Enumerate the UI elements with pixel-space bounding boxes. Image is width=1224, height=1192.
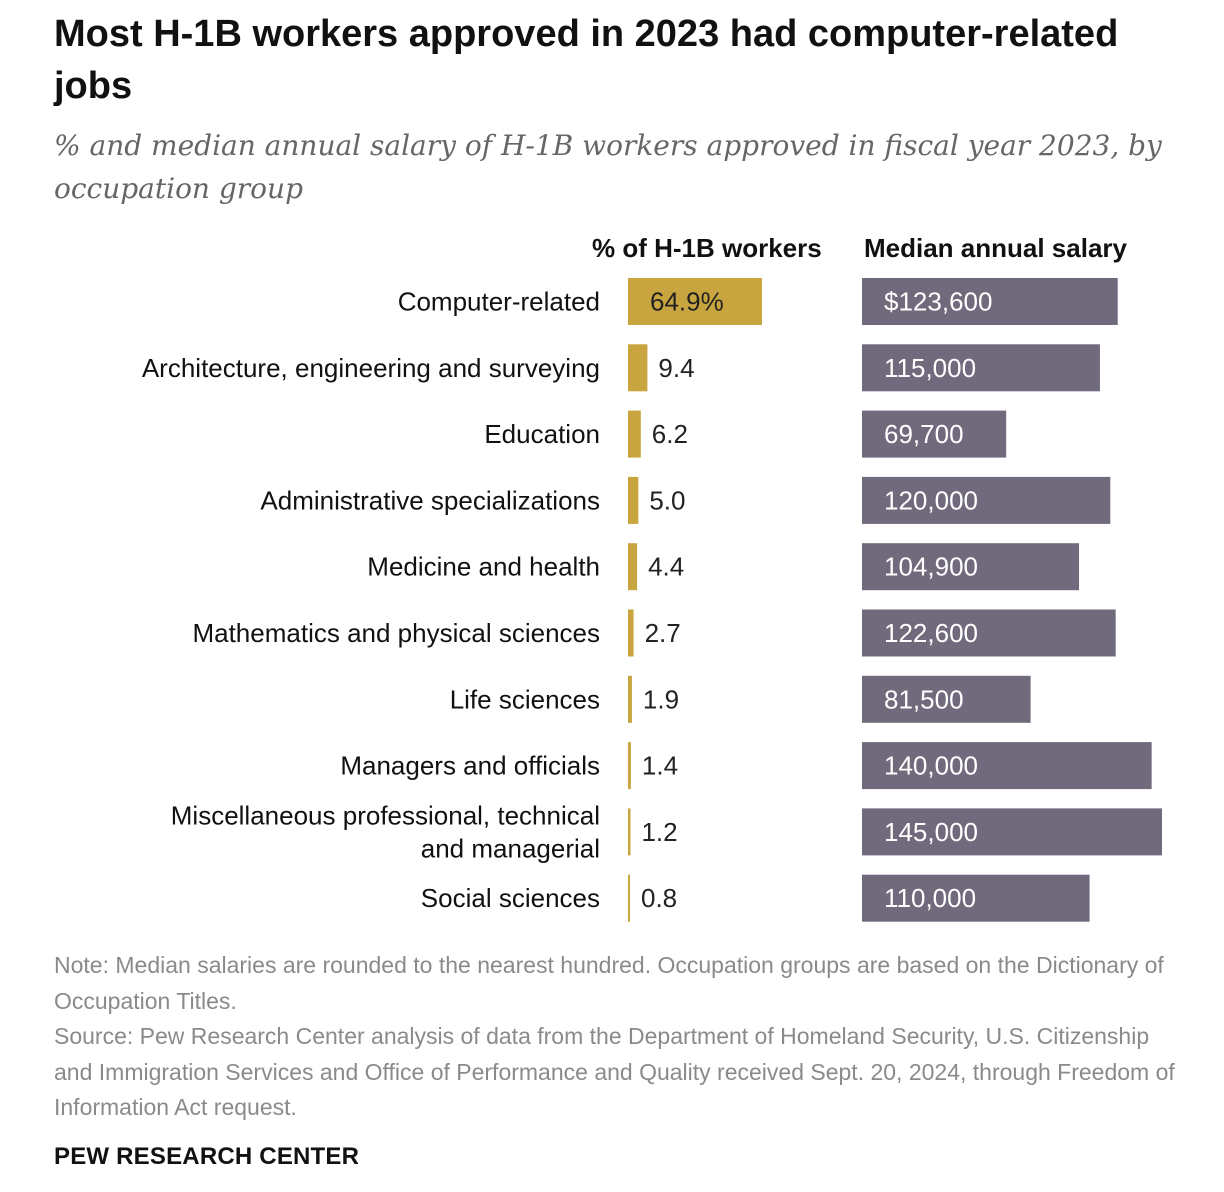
pct-bar xyxy=(628,609,634,657)
salary-data-label: 81,500 xyxy=(884,684,964,714)
brand-logo-text: PEW RESEARCH CENTER xyxy=(54,1143,360,1170)
salary-data-label: $123,600 xyxy=(884,287,992,317)
pct-data-label: 5.0 xyxy=(649,485,685,515)
pct-data-label: 1.4 xyxy=(642,751,678,781)
pct-data-label: 1.2 xyxy=(641,817,677,847)
pct-data-label: 1.9 xyxy=(643,684,679,714)
salary-bar xyxy=(862,874,1090,922)
pct-bar xyxy=(628,543,638,591)
category-label: Miscellaneous professional, technical xyxy=(171,800,600,830)
salary-data-label: 122,600 xyxy=(884,618,978,648)
category-label: Medicine and health xyxy=(367,552,600,582)
pct-bar xyxy=(628,808,631,856)
pct-bar xyxy=(628,476,639,524)
pct-bar xyxy=(628,278,762,325)
chart-title: Most H-1B workers approved in 2023 had c… xyxy=(54,13,1119,107)
salary-data-label: 110,000 xyxy=(884,883,976,913)
pct-data-label: 4.4 xyxy=(648,552,684,582)
salary-bar xyxy=(862,344,1100,392)
source-text: Source: Pew Research Center analysis of … xyxy=(54,1023,1175,1120)
pct-bar xyxy=(628,874,630,922)
category-label: Managers and officials xyxy=(340,751,600,781)
pct-bar xyxy=(628,344,648,392)
category-label: Life sciences xyxy=(450,684,600,714)
salary-bar xyxy=(862,675,1031,723)
pct-column-header: % of H-1B workers xyxy=(592,233,822,263)
salary-data-label: 69,700 xyxy=(884,419,964,449)
salary-bar xyxy=(862,742,1152,790)
chart-subtitle: % and median annual salary of H-1B worke… xyxy=(54,129,1162,205)
salary-bar xyxy=(862,808,1162,856)
category-label: and managerial xyxy=(421,833,600,863)
salary-data-label: 115,000 xyxy=(884,353,976,383)
note-text: Note: Median salaries are rounded to the… xyxy=(54,952,1164,1014)
pct-bar xyxy=(628,675,632,723)
pct-data-label: 6.2 xyxy=(652,419,688,449)
salary-data-label: 140,000 xyxy=(884,751,978,781)
salary-data-label: 104,900 xyxy=(884,552,978,582)
salary-data-label: 120,000 xyxy=(884,485,978,515)
category-label: Computer-related xyxy=(398,287,600,317)
footnote: Note: Median salaries are rounded to the… xyxy=(54,948,1184,1126)
bar-chart: Computer-related 64.9% $123,600 Architectur… xyxy=(142,278,1162,922)
category-label: Education xyxy=(484,419,600,449)
category-label: Social sciences xyxy=(421,883,600,913)
pct-bar xyxy=(628,742,631,790)
category-label: Architecture, engineering and surveying xyxy=(142,353,600,383)
pct-data-label: 64.9% xyxy=(650,287,724,317)
salary-column-header: Median annual salary xyxy=(864,233,1127,263)
salary-bar xyxy=(862,543,1080,591)
pct-data-label: 9.4 xyxy=(658,353,694,383)
category-label: Mathematics and physical sciences xyxy=(192,618,600,648)
salary-bar xyxy=(862,609,1116,657)
category-label: Administrative specializations xyxy=(260,485,600,515)
pct-data-label: 2.7 xyxy=(645,618,681,648)
salary-bar xyxy=(862,476,1111,524)
pct-bar xyxy=(628,410,641,458)
salary-data-label: 145,000 xyxy=(884,817,978,847)
pct-data-label: 0.8 xyxy=(641,883,677,913)
salary-bar xyxy=(862,410,1007,458)
salary-bar xyxy=(862,278,1118,325)
